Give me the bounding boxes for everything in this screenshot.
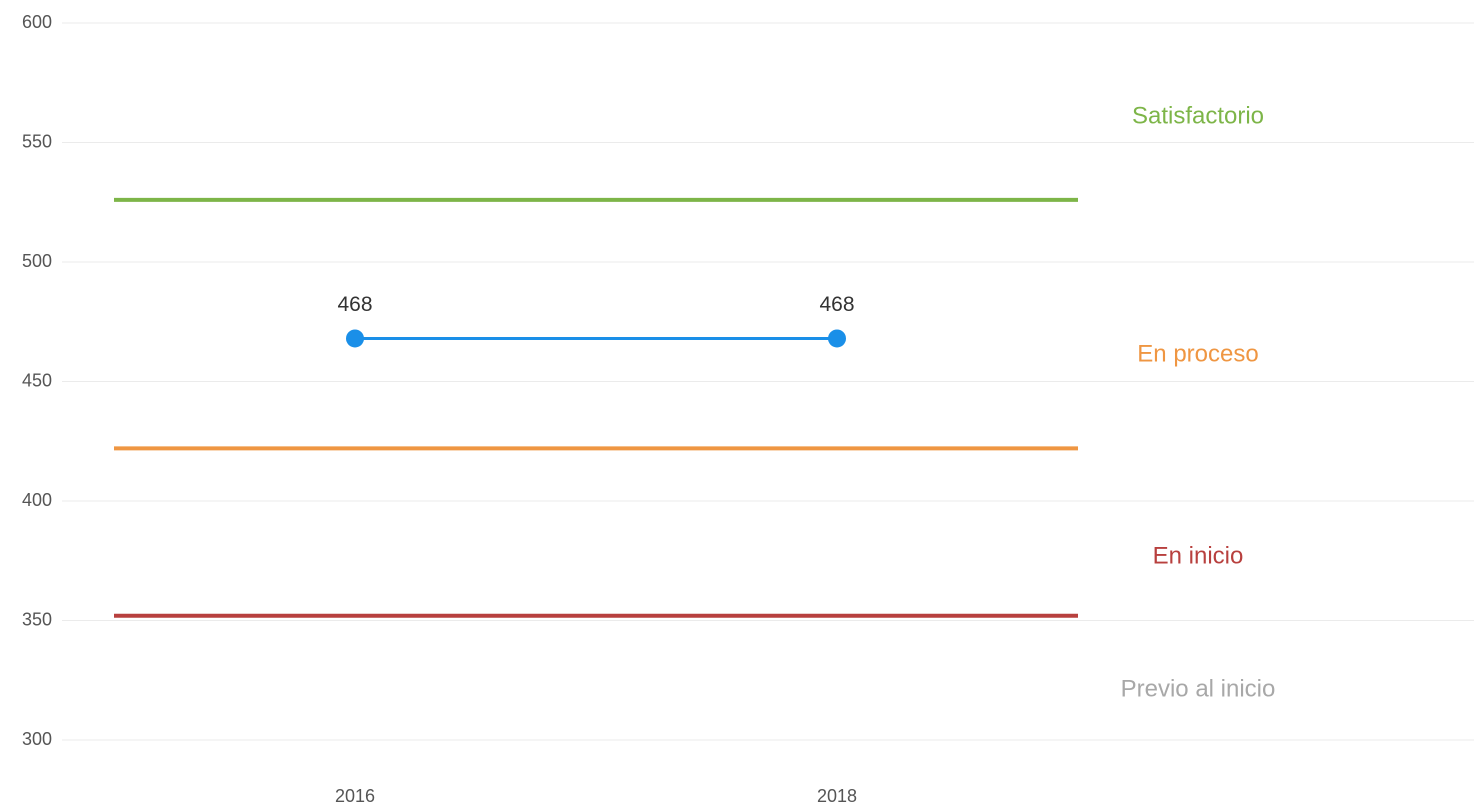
y-tick-label: 600: [22, 12, 52, 32]
level-label: Satisfactorio: [1132, 102, 1264, 129]
y-tick-label: 450: [22, 370, 52, 390]
x-tick-label: 2018: [817, 786, 857, 806]
data-point: [346, 329, 364, 348]
y-tick-label: 550: [22, 131, 52, 151]
y-tick-label: 500: [22, 251, 52, 271]
x-tick-label: 2016: [335, 786, 375, 806]
y-tick-label: 400: [22, 490, 52, 510]
data-label: 468: [337, 293, 372, 316]
y-tick-label: 350: [22, 609, 52, 629]
data-label: 468: [819, 293, 854, 316]
level-label: En inicio: [1153, 542, 1244, 569]
level-label: Previo al inicio: [1121, 675, 1276, 702]
y-tick-label: 300: [22, 729, 52, 749]
level-label: En proceso: [1137, 340, 1258, 367]
data-point: [828, 329, 846, 348]
